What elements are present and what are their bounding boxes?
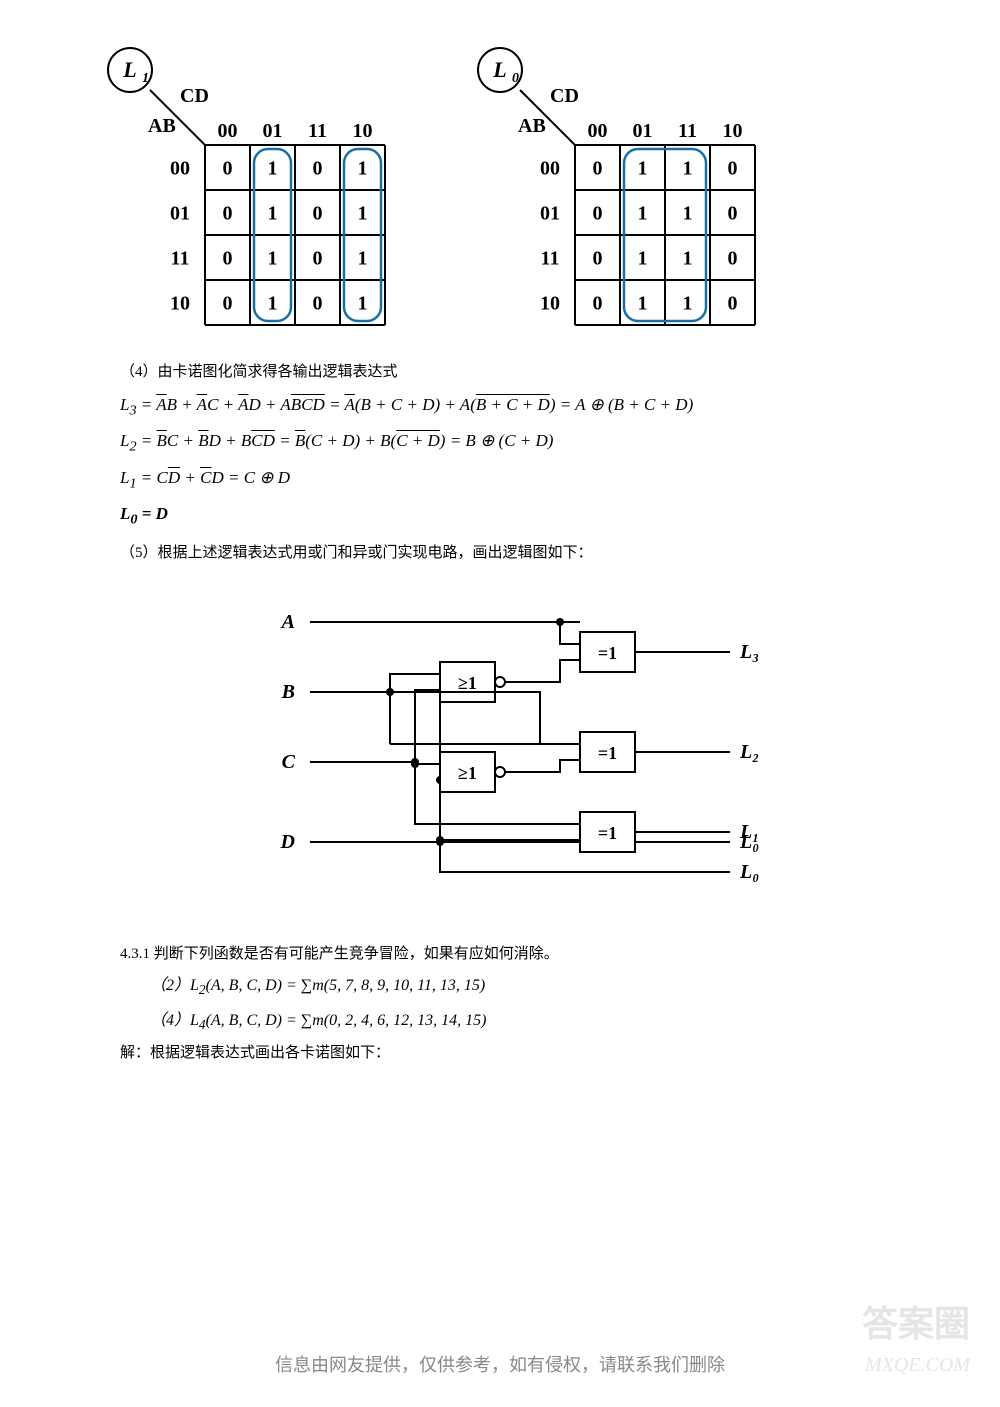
svg-text:0: 0: [313, 203, 323, 225]
eq-L0: L0 = D: [120, 504, 940, 528]
svg-text:11: 11: [678, 120, 697, 142]
svg-text:1: 1: [268, 293, 278, 315]
svg-text:0: 0: [728, 203, 738, 225]
eq-L1: L1 = CD + CD = C ⊕ D: [120, 468, 940, 492]
svg-text:0: 0: [593, 293, 603, 315]
svg-text:1: 1: [358, 293, 368, 315]
svg-text:0: 0: [223, 293, 233, 315]
svg-text:B: B: [281, 681, 295, 703]
svg-text:L: L: [122, 57, 136, 82]
svg-text:=1: =1: [598, 643, 617, 663]
solution-text: 解：根据逻辑表达式画出各卡诺图如下：: [120, 1041, 940, 1062]
svg-text:00: 00: [588, 120, 608, 142]
svg-text:L: L: [492, 57, 506, 82]
svg-text:≥1: ≥1: [458, 673, 477, 693]
svg-text:10: 10: [723, 120, 743, 142]
svg-text:0: 0: [313, 248, 323, 270]
cd-label: CD: [180, 85, 209, 107]
svg-text:0: 0: [593, 248, 603, 270]
svg-text:11: 11: [308, 120, 327, 142]
kmap-row: L 1 CD AB 00011110 00011110 010101010101…: [100, 40, 940, 340]
svg-text:=1: =1: [598, 743, 617, 763]
svg-text:1: 1: [268, 203, 278, 225]
svg-text:11: 11: [171, 248, 190, 270]
circuit-diagram: ABCD≥1≥1=1=1=1L₃L₂L₁L₀L₀: [60, 582, 940, 922]
kmap-L0-title-sub: 0: [512, 71, 519, 86]
ab-label: AB: [148, 115, 176, 137]
svg-text:10: 10: [353, 120, 373, 142]
svg-text:L₂: L₂: [739, 741, 759, 763]
problem-4-3-1-4: （4）L4(A, B, C, D) = ∑m(0, 2, 4, 6, 12, 1…: [150, 1006, 940, 1033]
cd-label: CD: [550, 85, 579, 107]
svg-text:11: 11: [541, 248, 560, 270]
svg-text:0: 0: [728, 248, 738, 270]
svg-text:0: 0: [313, 158, 323, 180]
svg-text:0: 0: [593, 158, 603, 180]
ab-label: AB: [518, 115, 546, 137]
svg-text:0: 0: [223, 158, 233, 180]
svg-text:≥1: ≥1: [458, 763, 477, 783]
svg-text:1: 1: [268, 248, 278, 270]
footer-text: 信息由网友提供，仅供参考，如有侵权，请联系我们删除: [0, 1351, 1000, 1377]
watermark-1: 答案圈: [862, 1295, 970, 1347]
svg-text:1: 1: [638, 248, 648, 270]
problem-4-3-1: 4.3.1 判断下列函数是否有可能产生竞争冒险，如果有应如何消除。: [120, 942, 940, 963]
svg-text:L₃: L₃: [739, 641, 759, 663]
svg-text:01: 01: [170, 203, 190, 225]
svg-text:0: 0: [593, 203, 603, 225]
svg-text:1: 1: [683, 158, 693, 180]
svg-text:0: 0: [313, 293, 323, 315]
kmap-L1-title-sub: 1: [142, 71, 149, 86]
text-step5: （5）根据上述逻辑表达式用或门和异或门实现电路，画出逻辑图如下：: [120, 541, 940, 562]
svg-text:01: 01: [540, 203, 560, 225]
svg-text:1: 1: [268, 158, 278, 180]
svg-text:L₀: L₀: [739, 861, 759, 883]
svg-text:0: 0: [728, 293, 738, 315]
kmap-L1: L 1 CD AB 00011110 00011110 010101010101…: [100, 40, 410, 340]
svg-text:1: 1: [638, 203, 648, 225]
svg-text:10: 10: [170, 293, 190, 315]
svg-text:10: 10: [540, 293, 560, 315]
svg-text:1: 1: [358, 248, 368, 270]
svg-text:1: 1: [683, 248, 693, 270]
svg-text:00: 00: [218, 120, 238, 142]
svg-text:0: 0: [728, 158, 738, 180]
svg-text:0: 0: [223, 248, 233, 270]
svg-text:1: 1: [638, 158, 648, 180]
svg-text:01: 01: [263, 120, 283, 142]
kmap-L0: L 0 CD AB 00011110 00011110 011001100110…: [470, 40, 780, 340]
svg-text:=1: =1: [598, 823, 617, 843]
eq-L2: L2 = BC + BD + BCD = B(C + D) + B(C + D)…: [120, 431, 940, 455]
svg-text:1: 1: [683, 203, 693, 225]
svg-text:00: 00: [540, 158, 560, 180]
svg-text:0: 0: [223, 203, 233, 225]
svg-text:A: A: [280, 611, 295, 633]
svg-text:1: 1: [358, 203, 368, 225]
svg-text:1: 1: [358, 158, 368, 180]
svg-text:L₀: L₀: [739, 831, 759, 853]
eq-L3: L3 = AB + AC + AD + ABCD = A(B + C + D) …: [120, 395, 940, 419]
problem-4-3-1-2: （2）L2(A, B, C, D) = ∑m(5, 7, 8, 9, 10, 1…: [150, 971, 940, 998]
text-step4: （4）由卡诺图化简求得各输出逻辑表达式: [120, 360, 940, 381]
svg-text:1: 1: [638, 293, 648, 315]
svg-text:D: D: [280, 831, 295, 853]
svg-text:00: 00: [170, 158, 190, 180]
svg-text:1: 1: [683, 293, 693, 315]
svg-text:C: C: [282, 751, 296, 773]
svg-text:01: 01: [633, 120, 653, 142]
